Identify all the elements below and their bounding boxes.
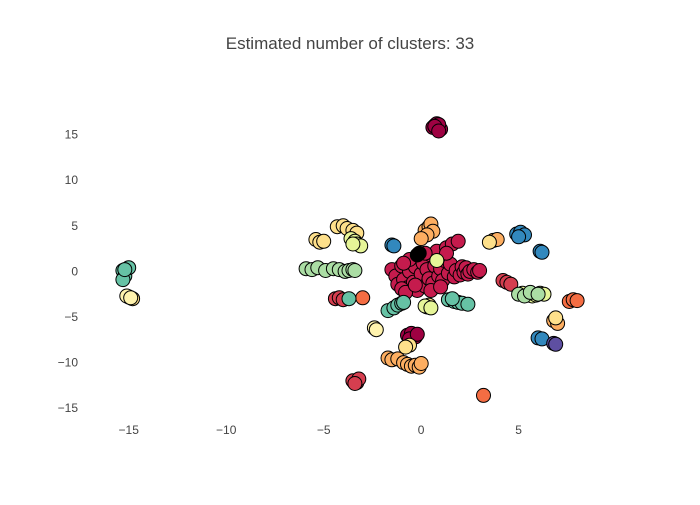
cluster-9-point (396, 294, 412, 310)
cluster-10-point (386, 238, 402, 254)
cluster-7-point (345, 236, 361, 252)
cluster-9-point (117, 262, 133, 278)
cluster-8-point (347, 263, 363, 278)
cluster-0-point (409, 326, 425, 342)
x-tick-label: 5 (515, 423, 522, 437)
cluster-12-point (411, 245, 427, 261)
cluster-6-point (368, 322, 384, 338)
x-tick-label: −15 (119, 423, 140, 437)
cluster-4-point (413, 356, 429, 371)
cluster-5-point (548, 310, 564, 326)
cluster-3-point (476, 387, 491, 403)
y-tick-label: 15 (65, 128, 79, 142)
cluster-2-point (503, 276, 519, 292)
cluster-6-point (123, 290, 139, 306)
y-tick-label: 5 (71, 219, 78, 233)
cluster-5-point (398, 339, 414, 355)
cluster-7-point (423, 300, 439, 316)
y-tick-label: 10 (65, 173, 79, 187)
cluster-10-point (534, 244, 550, 260)
cluster-1-point (472, 263, 488, 278)
cluster-5-point (316, 233, 332, 249)
cluster-11-point (548, 336, 564, 352)
y-tick-label: 0 (71, 264, 78, 278)
cluster-9-point (460, 296, 476, 312)
cluster-1-point (396, 255, 412, 271)
cluster-1-point (450, 233, 466, 249)
y-tick-label: −15 (58, 401, 79, 415)
y-tick-label: −10 (58, 356, 79, 370)
cluster-1-point (433, 279, 449, 295)
cluster-0-point (431, 123, 447, 139)
cluster-3-point (569, 293, 585, 309)
chart-title: Estimated number of clusters: 33 (225, 34, 475, 53)
cluster-9-point (444, 291, 460, 307)
y-axis: 15 10 5 0 −5 −10 −15 (58, 128, 79, 416)
y-tick-label: −5 (64, 310, 78, 324)
cluster-7-point (429, 253, 445, 268)
x-axis: −15 −10 −5 0 5 (119, 423, 523, 437)
x-tick-label: −10 (216, 423, 237, 437)
cluster-2-point (347, 376, 363, 391)
cluster-8-point (530, 286, 546, 302)
cluster-3-point (355, 290, 371, 306)
cluster-9-point (341, 291, 357, 307)
cluster-5-point (481, 234, 497, 250)
data-points (115, 116, 585, 403)
cluster-4-point (413, 231, 429, 247)
x-tick-label: −5 (317, 423, 331, 437)
cluster-10-point (511, 229, 527, 245)
cluster-1-point (407, 277, 423, 293)
x-tick-label: 0 (418, 423, 425, 437)
